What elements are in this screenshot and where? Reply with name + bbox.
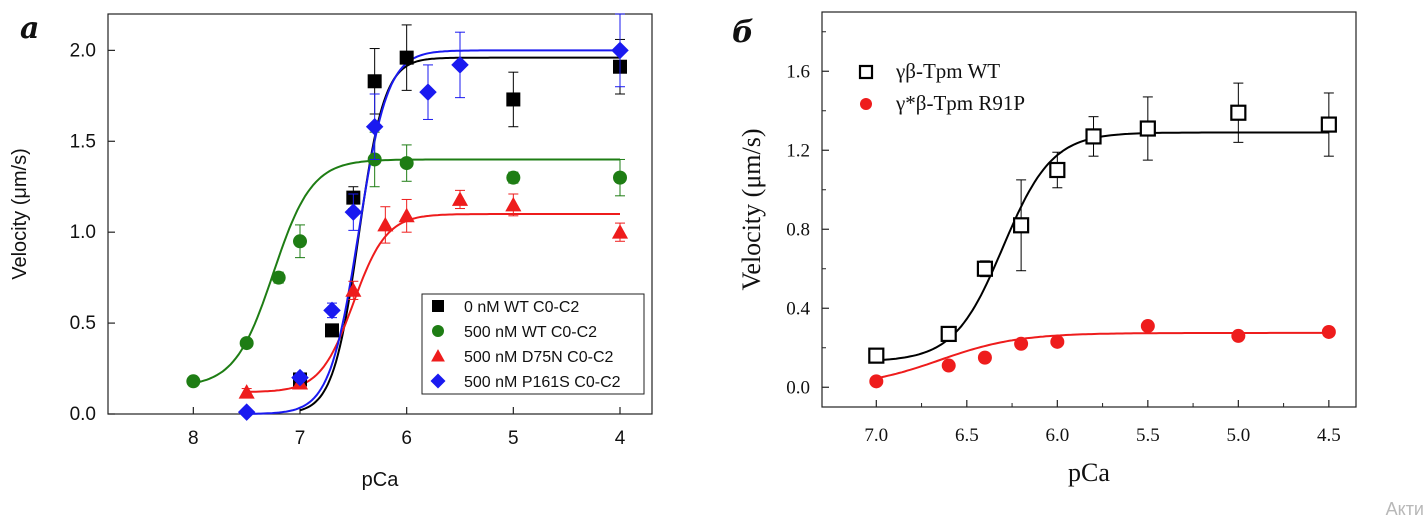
- data-point: [451, 191, 469, 206]
- data-point: [505, 196, 522, 212]
- y-tick-label: 0.0: [786, 377, 810, 398]
- legend-label: 0 nM WT C0-C2: [464, 299, 579, 316]
- data-point: [506, 170, 521, 185]
- watermark-text: Акти: [1385, 499, 1424, 519]
- panel-a-data-points: [186, 13, 629, 421]
- y-tick-label: 1.5: [70, 131, 96, 152]
- x-tick-label: 8: [188, 428, 199, 449]
- data-point: [398, 207, 415, 223]
- fit-curve: [876, 331, 1329, 380]
- data-point: [940, 325, 957, 343]
- data-point: [344, 203, 363, 221]
- data-point: [271, 270, 286, 285]
- data-point: [1321, 324, 1336, 339]
- y-tick-label: 0.4: [786, 298, 810, 319]
- data-point: [365, 117, 384, 136]
- data-point: [238, 384, 255, 399]
- fit-curve: [246, 213, 620, 393]
- legend-marker: [860, 98, 872, 110]
- data-point: [1139, 120, 1156, 137]
- data-point: [367, 74, 382, 89]
- data-point: [325, 323, 339, 338]
- panel-b-y-axis-title: Velocity (μm/s): [737, 129, 766, 291]
- legend-label: 500 nM D75N C0-C2: [464, 349, 614, 366]
- data-point: [1231, 328, 1246, 343]
- panel-b-letter: б: [732, 15, 754, 50]
- data-point: [1014, 336, 1029, 351]
- x-tick-label: 7: [295, 428, 306, 449]
- legend-marker: [432, 300, 444, 312]
- legend-marker: [431, 349, 445, 362]
- x-tick-label: 7.0: [864, 425, 888, 446]
- data-point: [868, 347, 885, 364]
- legend-marker: [430, 373, 446, 389]
- panel-a-plot-frame: [107, 13, 653, 415]
- y-tick-label: 0.0: [70, 404, 96, 425]
- legend-marker: [432, 325, 444, 337]
- data-point: [323, 301, 341, 320]
- y-tick-label: 1.6: [786, 61, 810, 82]
- chart-panel-b: б 7.0 6.5 6.0 5.5 5.0 4.50.00.40.81.21.6 pCa …: [732, 11, 1357, 487]
- data-point: [1320, 116, 1337, 133]
- data-point: [399, 156, 414, 171]
- legend-label: 500 nM WT C0-C2: [464, 324, 597, 341]
- data-point: [237, 403, 256, 421]
- data-point: [1050, 334, 1065, 349]
- data-point: [1230, 104, 1247, 121]
- x-tick-label: 6: [401, 428, 412, 449]
- data-point: [186, 374, 201, 389]
- chart-panel-a: a 8 7 6 5 4 0.0 0.5 1.0 1.5 2.0 pCa Velocity (μm/…: [9, 11, 653, 491]
- panel-b-plot-frame: [821, 11, 1357, 408]
- data-point: [293, 234, 307, 249]
- x-tick-label: 4: [615, 428, 626, 449]
- data-point: [1085, 128, 1102, 145]
- x-tick-label: 4.5: [1317, 425, 1341, 446]
- y-tick-label: 1.0: [70, 222, 96, 243]
- x-tick-label: 5.5: [1136, 425, 1160, 446]
- x-tick-label: 6.5: [955, 425, 979, 446]
- legend-box: [421, 293, 645, 395]
- data-point: [613, 170, 627, 185]
- x-tick-label: 5: [508, 428, 519, 449]
- panel-a-y-axis-title: Velocity (μm/s): [9, 148, 31, 280]
- data-point: [377, 216, 394, 232]
- data-point: [1013, 217, 1030, 234]
- data-point: [976, 260, 994, 277]
- data-point: [869, 374, 884, 389]
- fit-curve: [246, 49, 620, 415]
- data-point: [941, 358, 956, 373]
- y-tick-label: 0.8: [786, 219, 810, 240]
- panel-a-ticks: 8 7 6 5 4 0.0 0.5 1.0 1.5 2.0: [70, 40, 626, 449]
- y-tick-label: 2.0: [70, 40, 96, 61]
- panel-b-ticks: 7.0 6.5 6.0 5.5 5.0 4.5 0.0 0.4 0.8 1.2 1.6: [786, 31, 1341, 446]
- panel-b-data-points: [868, 82, 1337, 389]
- y-tick-label: 0.5: [70, 313, 96, 334]
- data-point: [451, 56, 469, 74]
- panel-b-x-axis-title: pCa: [1068, 458, 1110, 487]
- data-point: [977, 350, 992, 365]
- data-point: [1140, 319, 1155, 334]
- panel-a-x-axis-title: pCa: [362, 469, 400, 491]
- data-point: [1049, 161, 1066, 179]
- data-point: [345, 282, 362, 297]
- legend-marker: [858, 64, 874, 80]
- y-tick-label: 1.2: [786, 140, 810, 161]
- data-point: [419, 83, 437, 101]
- panel-a-letter: a: [20, 11, 39, 46]
- legend-label: γβ-Tpm WT: [895, 59, 1000, 83]
- panel-b-legend: γβ-Tpm WT γ*β-Tpm R91P: [858, 59, 1025, 115]
- x-tick-label: 6.0: [1045, 425, 1069, 446]
- data-point: [239, 336, 254, 351]
- data-point: [611, 41, 629, 60]
- legend-label: γ*β-Tpm R91P: [895, 91, 1025, 115]
- data-point: [291, 368, 309, 387]
- data-point: [399, 50, 414, 65]
- data-point: [611, 224, 629, 239]
- panel-a-legend: 0 nM WT C0-C2 500 nM WT C0-C2 500 nM D75N …: [421, 293, 645, 395]
- legend-label: 500 nM P161S C0-C2: [464, 374, 621, 391]
- x-tick-label: 5.0: [1226, 425, 1250, 446]
- data-point: [506, 92, 521, 107]
